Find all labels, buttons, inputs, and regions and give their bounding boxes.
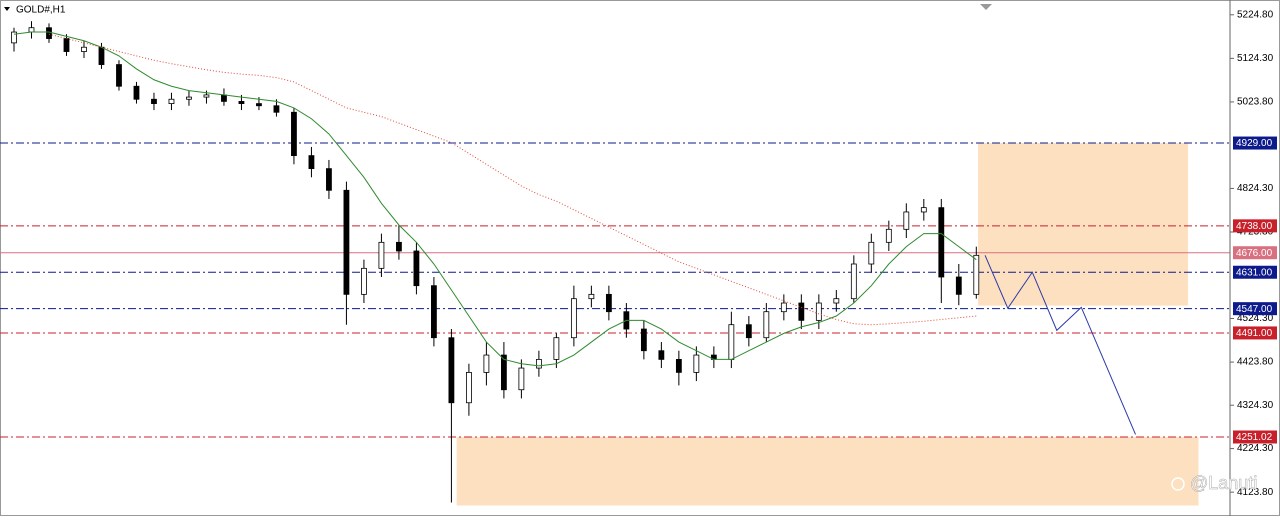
- level-label: 4631.00: [1236, 267, 1273, 278]
- level-label-box: [1233, 430, 1277, 444]
- y-tick-label: 4123.80: [1237, 487, 1274, 498]
- candle-body: [291, 111, 297, 157]
- candle-body: [203, 94, 210, 98]
- candle-body: [693, 354, 700, 373]
- candle-body: [448, 337, 455, 404]
- candle-body: [868, 241, 875, 265]
- level-label: 4929.00: [1236, 138, 1273, 149]
- candle-body: [151, 98, 157, 104]
- candle-body: [938, 207, 945, 278]
- candle-body: [431, 285, 437, 339]
- candle-body: [343, 189, 350, 295]
- candle-body: [745, 324, 752, 339]
- y-tick-label: 5023.80: [1237, 97, 1274, 108]
- y-tick-label: 5124.30: [1237, 53, 1274, 64]
- y-tick-label: 4423.80: [1237, 357, 1274, 368]
- level-label: 4676.00: [1236, 248, 1273, 259]
- y-tick-label: 4224.30: [1237, 443, 1274, 454]
- candle-body: [81, 46, 87, 52]
- level-label-box: [1233, 302, 1277, 316]
- zone: [456, 436, 1199, 506]
- candle-body: [780, 302, 787, 313]
- level-label-box: [1233, 265, 1277, 279]
- watermark: @Lanuti: [1190, 473, 1257, 493]
- candle-body: [326, 168, 332, 191]
- level-label-box: [1233, 246, 1277, 260]
- menu-arrow[interactable]: [4, 7, 10, 11]
- level-label: 4738.00: [1236, 221, 1273, 232]
- candle-body: [466, 371, 472, 404]
- level-label-box: [1233, 326, 1277, 340]
- candle-body: [763, 311, 770, 339]
- candle-body: [483, 354, 490, 373]
- candle-body: [308, 155, 315, 170]
- candle-body: [728, 324, 735, 360]
- chart-title: GOLD#,H1: [16, 5, 66, 16]
- candle-body: [500, 354, 507, 391]
- candle-body: [396, 241, 402, 252]
- candle-body: [885, 228, 892, 243]
- candle-body: [186, 96, 192, 100]
- plot: [11, 21, 1136, 503]
- candle-body: [63, 38, 70, 52]
- candle-body: [238, 101, 245, 104]
- candle-body: [605, 293, 612, 313]
- candle-body: [850, 263, 857, 300]
- moving-average: [48, 33, 977, 326]
- candle-body: [116, 64, 122, 87]
- candle-body: [168, 98, 175, 104]
- y-tick-label: 5224.80: [1237, 9, 1274, 20]
- zones: [456, 143, 1199, 506]
- projection-path: [984, 255, 1136, 435]
- levels: [0, 142, 1230, 438]
- candle-body: [361, 267, 367, 295]
- candle-body: [903, 211, 910, 230]
- candle-body: [675, 358, 682, 373]
- level-label: 4547.00: [1236, 304, 1273, 315]
- level-label-box: [1233, 219, 1277, 233]
- watermark-icon: [1171, 477, 1185, 491]
- candle-body: [658, 350, 665, 360]
- candle-body: [815, 302, 822, 321]
- candle-body: [256, 103, 262, 107]
- candle-body: [273, 105, 280, 113]
- candle-body: [11, 31, 17, 44]
- candle-body: [518, 367, 525, 391]
- candle-body: [973, 254, 980, 295]
- candle-body: [833, 298, 840, 304]
- candle-body: [413, 250, 420, 287]
- candle-body: [98, 46, 105, 65]
- candle-body: [46, 27, 52, 39]
- y-tick-label: 4524.30: [1237, 313, 1274, 324]
- candle-body: [133, 85, 140, 100]
- candle-body: [378, 241, 385, 269]
- candle-body: [920, 207, 927, 213]
- shift-marker: [980, 4, 992, 10]
- y-tick-label: 4324.30: [1237, 400, 1274, 411]
- candle-body: [955, 276, 962, 295]
- moving-average: [13, 31, 977, 367]
- candle-body: [221, 94, 227, 102]
- axis-labels: 5224.805124.305023.804824.304723.804524.…: [1230, 9, 1277, 498]
- candle-body: [28, 27, 35, 33]
- candle-body: [553, 337, 560, 360]
- candle-body: [535, 358, 542, 369]
- candle-body: [798, 302, 805, 321]
- level-label-box: [1233, 136, 1277, 150]
- level-label: 4251.02: [1236, 432, 1273, 443]
- candle-body: [588, 293, 595, 300]
- candle-body: [570, 298, 577, 339]
- candle-body: [640, 328, 647, 352]
- level-label: 4491.00: [1236, 328, 1273, 339]
- y-tick-label: 4824.30: [1237, 183, 1274, 194]
- zone: [978, 143, 1189, 306]
